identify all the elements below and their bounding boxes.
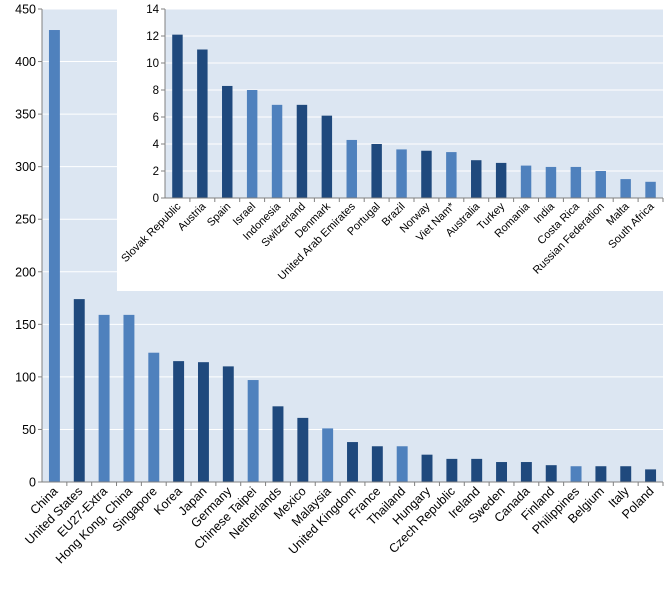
main-y-tick-label: 450 — [15, 3, 36, 17]
inset-y-tick-label: 6 — [153, 112, 159, 124]
main-y-tick-label: 350 — [15, 108, 36, 122]
inset-bar — [296, 104, 308, 198]
inset-bar — [620, 179, 631, 198]
main-y-tick-label: 300 — [15, 160, 36, 174]
inset-bar — [495, 162, 507, 198]
main-bar — [620, 466, 632, 482]
main-bar — [48, 30, 60, 483]
inset-y-tick-label: 8 — [153, 85, 159, 97]
inset-bar — [271, 104, 283, 198]
main-bar — [371, 446, 383, 482]
main-bar — [645, 469, 657, 482]
main-bar — [247, 380, 259, 482]
main-y-tick-label: 150 — [15, 318, 36, 332]
main-bar — [421, 454, 433, 482]
main-bar — [322, 428, 334, 482]
inset-bar — [222, 85, 233, 198]
main-bar — [222, 366, 234, 482]
main-bar — [297, 417, 309, 482]
main-y-tick-label: 0 — [29, 476, 36, 490]
main-bar — [98, 314, 110, 482]
inset-bar — [570, 166, 582, 198]
main-bar — [471, 458, 483, 482]
main-bar — [347, 442, 358, 482]
inset-bar — [197, 49, 208, 198]
inset-y-tick-label: 10 — [146, 58, 159, 70]
main-y-tick-label: 400 — [15, 55, 36, 69]
main-bar — [396, 446, 408, 482]
inset-y-tick-label: 14 — [146, 4, 159, 16]
main-bar — [272, 406, 284, 482]
inset-bar — [446, 152, 457, 198]
inset-bar — [396, 149, 407, 198]
main-y-tick-label: 50 — [22, 423, 36, 437]
main-bar — [446, 458, 458, 482]
inset-y-tick-label: 4 — [153, 139, 160, 151]
inset-bar — [371, 144, 382, 198]
main-y-tick-label: 200 — [15, 265, 36, 279]
inset-bar — [545, 166, 557, 198]
inset-bar — [645, 181, 656, 198]
main-y-tick-label: 250 — [15, 213, 36, 227]
main-y-tick-label: 100 — [15, 370, 36, 384]
inset-y-tick-label: 2 — [153, 166, 159, 178]
inset-plot-area — [165, 9, 663, 198]
main-bar — [595, 466, 607, 482]
inset-bar — [471, 160, 482, 198]
main-bar — [148, 352, 160, 482]
main-bar — [173, 361, 185, 482]
inset-bar — [172, 34, 183, 199]
inset-bar — [246, 90, 258, 198]
main-bar — [570, 466, 582, 482]
main-bar — [123, 314, 135, 482]
inset-bar — [321, 115, 333, 198]
main-bar — [520, 462, 532, 482]
inset-bar — [346, 139, 357, 198]
inset-y-tick-label: 0 — [153, 193, 159, 205]
main-bar — [73, 299, 85, 482]
inset-y-tick-label: 12 — [146, 31, 159, 43]
main-bar — [197, 362, 209, 482]
inset-bar — [595, 171, 606, 198]
main-bar — [496, 462, 508, 482]
inset-bar — [421, 150, 432, 198]
inset-bar — [520, 165, 532, 198]
main-bar — [545, 465, 557, 482]
